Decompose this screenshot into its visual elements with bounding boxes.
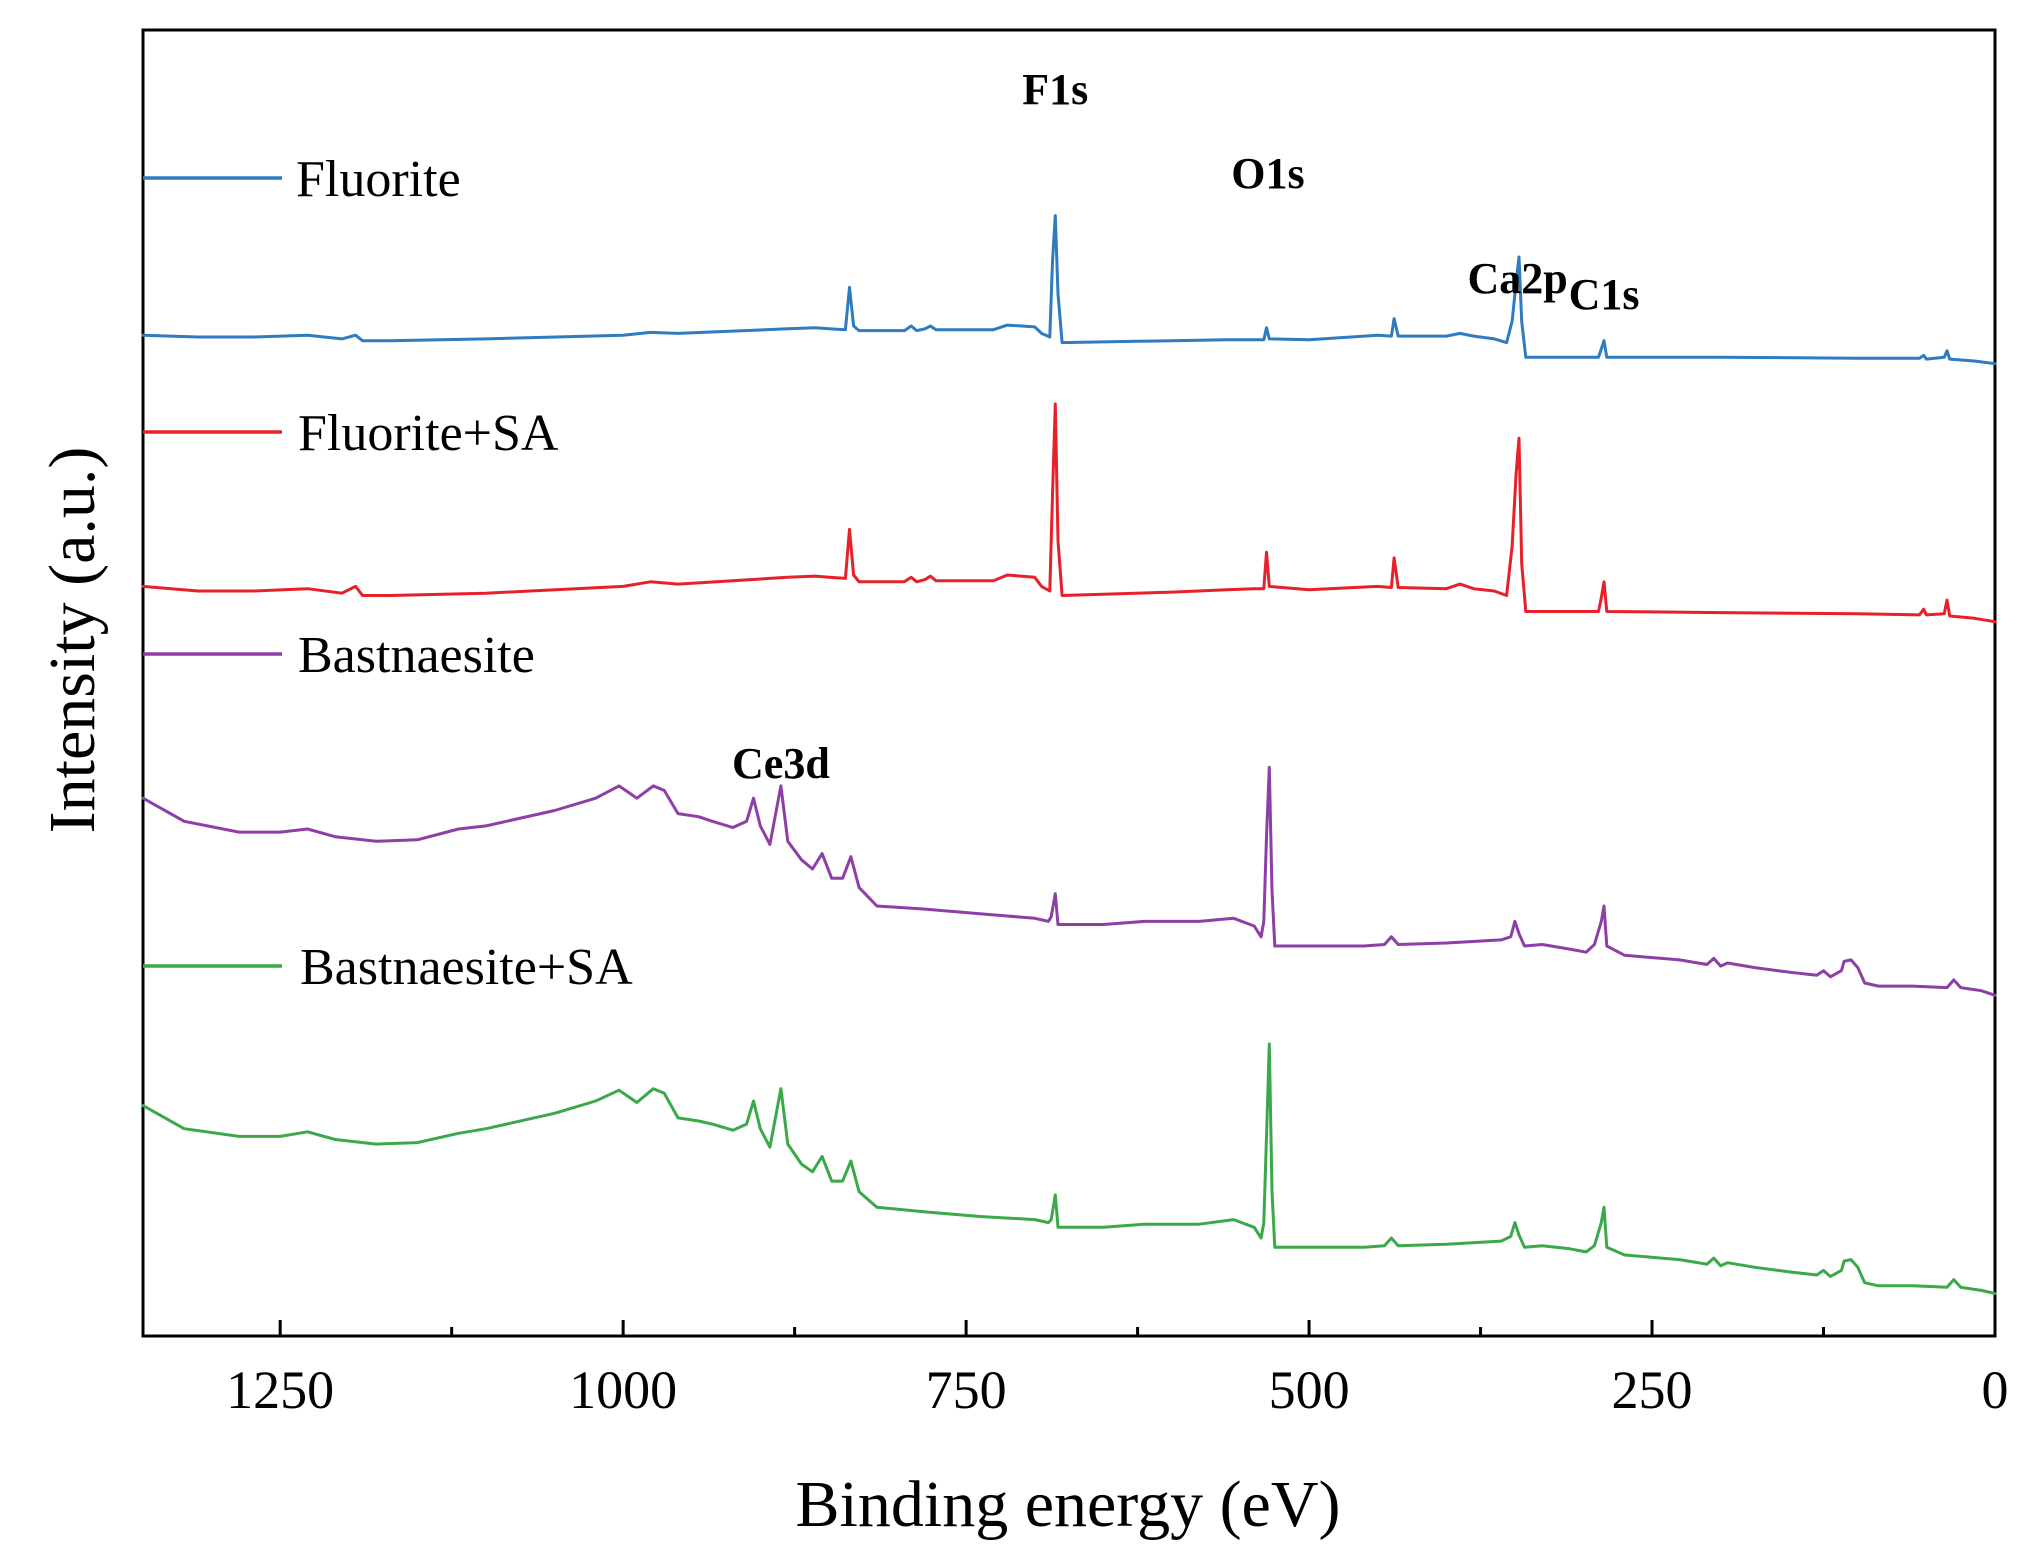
- peak-label: Ca2p: [1467, 254, 1567, 303]
- x-tick-label: 500: [1269, 1360, 1350, 1420]
- series-layer: [141, 214, 1997, 1295]
- x-axis-ticks: 1250 1000 750 500 250 0: [226, 1320, 2009, 1420]
- series-line-3: [141, 765, 1997, 997]
- series-line-2: [141, 402, 1997, 624]
- legend-label: Bastnaesite: [298, 627, 535, 684]
- peak-label: F1s: [1022, 65, 1088, 114]
- plot-frame: [141, 28, 1997, 1338]
- x-axis-title: Binding energy (eV): [796, 1468, 1341, 1541]
- legend-label: Fluorite: [296, 151, 461, 208]
- x-tick-label: 1250: [226, 1360, 334, 1420]
- series-line-4: [141, 1042, 1997, 1295]
- x-tick-label: 750: [926, 1360, 1007, 1420]
- legend: Fluorite Fluorite+SA Bastnaesite Bastnaesit…: [143, 151, 633, 996]
- x-tick-label: 0: [1982, 1360, 2009, 1420]
- y-axis-title: Intensity (a.u.): [36, 447, 109, 834]
- legend-label: Fluorite+SA: [298, 405, 559, 462]
- peak-label: C1s: [1569, 270, 1640, 319]
- peak-label: O1s: [1231, 149, 1304, 198]
- legend-label: Bastnaesite+SA: [300, 939, 633, 996]
- series-line-1: [141, 214, 1997, 366]
- x-tick-label: 250: [1612, 1360, 1693, 1420]
- x-tick-label: 1000: [569, 1360, 677, 1420]
- peak-label: Ce3d: [732, 739, 830, 788]
- peak-annotations: F1s O1s Ca2p C1s Ce3d: [732, 65, 1639, 788]
